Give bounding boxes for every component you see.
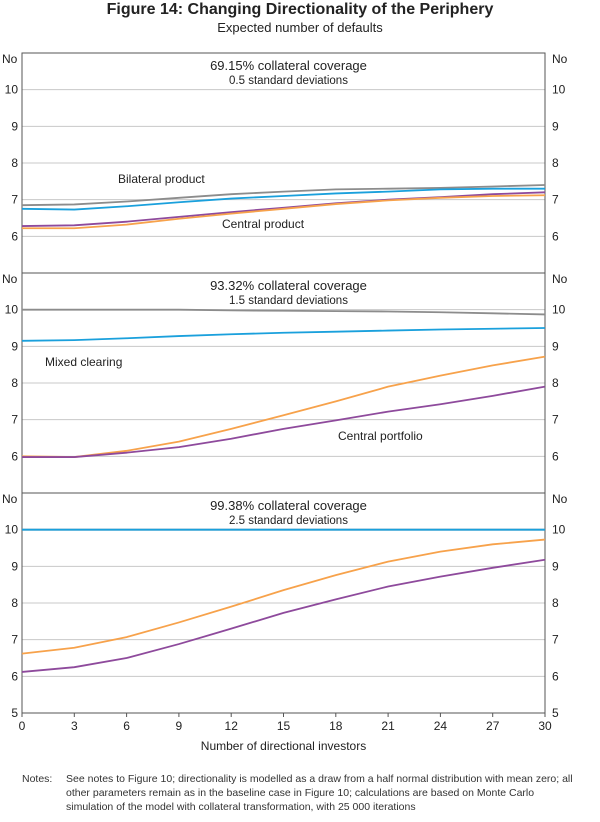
y-tick-label: 8 <box>11 376 18 390</box>
y-tick-label: 6 <box>11 229 18 243</box>
y2-tick-label: 10 <box>552 303 566 317</box>
x-tick-label: 30 <box>538 719 552 733</box>
panel-title: 99.38% collateral coverage <box>210 498 367 513</box>
y2-tick-label: 9 <box>552 339 559 353</box>
notes-label: Notes: <box>22 773 53 785</box>
y2-tick-label: 5 <box>552 706 559 720</box>
y2-tick-label: 6 <box>552 449 559 463</box>
x-tick-label: 24 <box>434 719 448 733</box>
y-tick-label: 7 <box>11 193 18 207</box>
y2-unit-label: No <box>552 272 568 286</box>
series-line <box>22 194 546 230</box>
y-tick-label: 10 <box>5 303 19 317</box>
y-unit-label: No <box>2 492 18 506</box>
y2-tick-label: 7 <box>552 413 559 427</box>
series-line <box>21 191 546 227</box>
series-line <box>22 385 546 458</box>
panel-subtitle: 0.5 standard deviations <box>229 75 348 87</box>
x-tick-label: 12 <box>225 719 239 733</box>
notes-text: See notes to Figure 10; directionality i… <box>66 773 573 813</box>
panel-subtitle: 1.5 standard deviations <box>229 295 348 307</box>
y2-tick-label: 8 <box>552 376 559 390</box>
y2-tick-label: 10 <box>552 83 566 97</box>
y2-tick-label: 9 <box>552 119 559 133</box>
y-tick-label: 6 <box>11 669 18 683</box>
y-tick-label: 6 <box>11 449 18 463</box>
y2-tick-label: 6 <box>552 669 559 683</box>
y2-tick-label: 6 <box>552 229 559 243</box>
chart: Figure 14: Changing Directionality of th… <box>2 1 568 753</box>
y2-tick-label: 9 <box>552 559 559 573</box>
y2-unit-label: No <box>552 52 568 66</box>
y-tick-label: 10 <box>5 523 19 537</box>
x-tick-label: 27 <box>486 719 500 733</box>
series-line <box>21 187 545 211</box>
x-tick-label: 21 <box>381 719 395 733</box>
y-tick-label: 10 <box>5 83 19 97</box>
series-line <box>21 538 546 655</box>
y-tick-label: 7 <box>11 413 18 427</box>
y2-tick-label: 7 <box>552 193 559 207</box>
y-tick-label: 8 <box>11 156 18 170</box>
panel-subtitle: 2.5 standard deviations <box>229 515 348 527</box>
y2-tick-label: 10 <box>552 523 566 537</box>
series-line <box>21 184 546 207</box>
y-tick-label: 9 <box>11 559 18 573</box>
y-tick-label: 5 <box>11 706 18 720</box>
figure-subtitle: Expected number of defaults <box>217 20 383 35</box>
y-tick-label: 9 <box>11 119 18 133</box>
panel-title: 93.32% collateral coverage <box>210 278 367 293</box>
series-line <box>22 308 546 316</box>
x-tick-label: 0 <box>19 719 26 733</box>
y2-unit-label: No <box>552 492 568 506</box>
x-tick-label: 6 <box>123 719 130 733</box>
series-label: Central portfolio <box>338 429 423 443</box>
series-label: Mixed clearing <box>45 355 122 369</box>
series-label: Central product <box>222 217 305 231</box>
x-tick-label: 9 <box>176 719 183 733</box>
x-tick-label: 15 <box>277 719 291 733</box>
y-tick-label: 8 <box>11 596 18 610</box>
x-tick-label: 18 <box>329 719 343 733</box>
series-label: Bilateral product <box>118 172 205 186</box>
series-line <box>21 327 546 342</box>
y-tick-label: 9 <box>11 339 18 353</box>
y2-tick-label: 7 <box>552 633 559 647</box>
series-line <box>21 558 546 673</box>
y-unit-label: No <box>2 52 18 66</box>
x-axis-label: Number of directional investors <box>201 739 366 753</box>
panel-title: 69.15% collateral coverage <box>210 58 367 73</box>
x-tick-label: 3 <box>71 719 78 733</box>
notes: Notes: See notes to Figure 10; direction… <box>22 772 582 814</box>
y-unit-label: No <box>2 272 18 286</box>
y2-tick-label: 8 <box>552 596 559 610</box>
figure-title: Figure 14: Changing Directionality of th… <box>107 1 494 18</box>
y2-tick-label: 8 <box>552 156 559 170</box>
series-line <box>21 355 546 458</box>
y-tick-label: 7 <box>11 633 18 647</box>
